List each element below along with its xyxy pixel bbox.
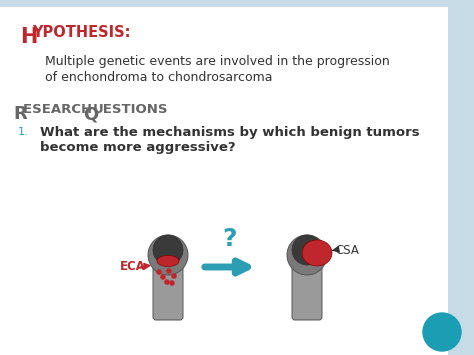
Text: Q: Q bbox=[83, 105, 98, 123]
Text: ECA: ECA bbox=[120, 261, 146, 273]
Ellipse shape bbox=[157, 256, 179, 267]
Circle shape bbox=[169, 280, 175, 286]
Circle shape bbox=[164, 279, 170, 285]
Circle shape bbox=[423, 313, 461, 351]
Bar bbox=[448, 0, 474, 355]
Text: of enchondroma to chondrosarcoma: of enchondroma to chondrosarcoma bbox=[45, 71, 273, 84]
Text: YPOTHESIS:: YPOTHESIS: bbox=[32, 25, 130, 40]
Circle shape bbox=[160, 274, 166, 280]
Ellipse shape bbox=[302, 240, 332, 266]
Text: 1.: 1. bbox=[18, 127, 28, 137]
Circle shape bbox=[153, 235, 183, 265]
Circle shape bbox=[292, 235, 322, 265]
Text: H: H bbox=[20, 27, 37, 47]
Text: R: R bbox=[13, 105, 27, 123]
Text: ?: ? bbox=[223, 227, 237, 251]
Text: Multiple genetic events are involved in the progression: Multiple genetic events are involved in … bbox=[45, 55, 390, 68]
Circle shape bbox=[148, 235, 188, 275]
Circle shape bbox=[156, 269, 162, 275]
Text: become more aggressive?: become more aggressive? bbox=[40, 141, 236, 154]
Text: ESEARCH: ESEARCH bbox=[23, 103, 97, 116]
FancyBboxPatch shape bbox=[153, 250, 183, 320]
Circle shape bbox=[166, 268, 172, 274]
FancyBboxPatch shape bbox=[292, 250, 322, 320]
Text: What are the mechanisms by which benign tumors: What are the mechanisms by which benign … bbox=[40, 126, 419, 139]
Text: CSA: CSA bbox=[335, 244, 359, 257]
Circle shape bbox=[171, 273, 177, 279]
Circle shape bbox=[287, 235, 327, 275]
Bar bbox=[0, 0, 448, 7]
Text: UESTIONS: UESTIONS bbox=[93, 103, 168, 116]
